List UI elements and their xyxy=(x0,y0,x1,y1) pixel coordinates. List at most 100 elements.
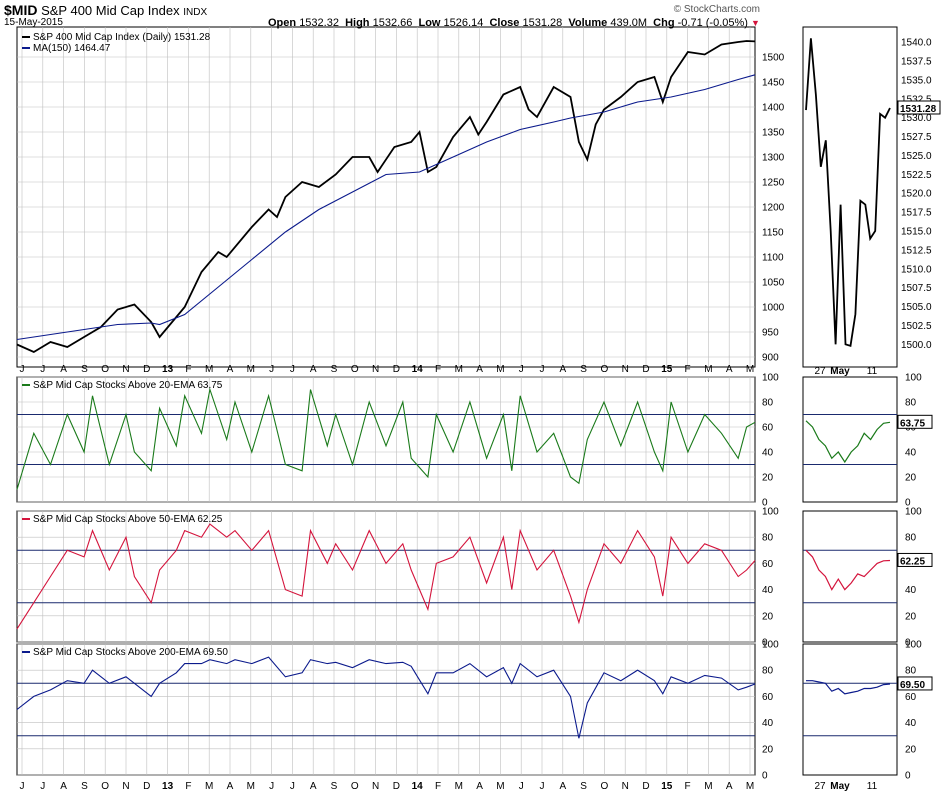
x-tick-label: J xyxy=(540,364,545,375)
x-tick-label: N xyxy=(122,364,129,375)
x-tick-label: J xyxy=(269,364,274,375)
zoom-y-tick-label: 1527.5 xyxy=(901,132,932,143)
x-tick-label: 15 xyxy=(661,364,673,375)
y-tick-label: 60 xyxy=(762,692,774,703)
zoom-series-line xyxy=(805,549,891,591)
zoom-y-tick-label: 0 xyxy=(905,771,911,782)
zoom-y-tick-label: 1500.0 xyxy=(901,340,932,351)
x-tick-label: O xyxy=(351,364,359,375)
x-tick-label-bottom: D xyxy=(642,781,649,792)
zoom-y-tick-label: 1505.0 xyxy=(901,302,932,313)
x-tick-label-bottom: M xyxy=(455,781,463,792)
y-tick-label: 900 xyxy=(762,353,779,364)
y-tick-label: 1300 xyxy=(762,153,785,164)
x-tick-label-bottom: A xyxy=(726,781,733,792)
zoom-y-tick-label: 1507.5 xyxy=(901,283,932,294)
x-tick-label: A xyxy=(310,364,317,375)
x-tick-label: O xyxy=(601,364,609,375)
x-tick-label-bottom: F xyxy=(685,781,691,792)
zoom-y-tick-label: 100 xyxy=(905,373,922,384)
x-tick-label: O xyxy=(101,364,109,375)
symbol: $MID xyxy=(4,2,38,18)
x-tick-label: M xyxy=(704,364,712,375)
zoom-y-tick-label: 1537.5 xyxy=(901,57,932,68)
zoom-y-tick-label: 80 xyxy=(905,398,917,409)
current-value-label: 69.50 xyxy=(900,680,925,691)
x-tick-label-bottom: F xyxy=(185,781,191,792)
x-tick-label: D xyxy=(642,364,649,375)
exchange: INDX xyxy=(183,7,208,18)
x-tick-label-bottom: M xyxy=(205,781,213,792)
y-tick-label: 1500 xyxy=(762,53,785,64)
zoom-y-tick-label: 1522.5 xyxy=(901,170,932,181)
panel-title: S&P Mid Cap Stocks Above 20-EMA 63.75 xyxy=(33,380,223,391)
panel-frame xyxy=(16,26,756,368)
close-value: 1531.28 xyxy=(522,17,563,29)
series-line-above-20-ema xyxy=(16,387,756,490)
x-tick-label: A xyxy=(476,364,483,375)
zoom-y-tick-label: 1512.5 xyxy=(901,245,932,256)
volume-label: Volume xyxy=(568,17,608,29)
current-value-box xyxy=(897,414,933,429)
zoom-y-tick-label: 20 xyxy=(905,611,917,622)
down-arrow-icon: ▼ xyxy=(751,18,760,28)
x-tick-label: A xyxy=(227,364,234,375)
current-value-box xyxy=(897,552,933,567)
zoom-x-tick-label: 27 xyxy=(814,366,826,377)
x-tick-label-bottom: N xyxy=(622,781,629,792)
y-tick-label: 1400 xyxy=(762,103,785,114)
index-name: S&P 400 Mid Cap Index xyxy=(41,3,180,18)
zoom-y-tick-label: 1502.5 xyxy=(901,321,932,332)
y-tick-label: 80 xyxy=(762,666,774,677)
x-tick-label: J xyxy=(519,364,524,375)
y-tick-label: 40 xyxy=(762,585,774,596)
chart-date: 15-May-2015 xyxy=(4,17,63,28)
chart-symbol-title: $MID S&P 400 Mid Cap Index INDX xyxy=(4,2,207,18)
x-tick-label: D xyxy=(393,364,400,375)
zoom-y-tick-label: 60 xyxy=(905,692,917,703)
panel-title: S&P Mid Cap Stocks Above 200-EMA 69.50 xyxy=(33,647,228,658)
x-tick-label: N xyxy=(372,364,379,375)
zoom-y-tick-label: 100 xyxy=(905,507,922,518)
x-tick-label: S xyxy=(580,364,587,375)
zoom-x-tick-label: May xyxy=(830,366,850,377)
x-tick-label-bottom: A xyxy=(310,781,317,792)
y-tick-label: 950 xyxy=(762,328,779,339)
x-tick-label: 14 xyxy=(412,364,424,375)
x-tick-label: A xyxy=(60,364,67,375)
zoom-x-tick-label-bottom: May xyxy=(830,781,850,792)
x-tick-label: 13 xyxy=(162,364,174,375)
x-tick-label-bottom: J xyxy=(269,781,274,792)
zoom-x-tick-label: 11 xyxy=(867,366,878,377)
x-tick-label-bottom: M xyxy=(746,781,754,792)
legend-ma: MA(150) 1464.47 xyxy=(33,43,111,54)
x-tick-label-bottom: N xyxy=(372,781,379,792)
x-tick-label-bottom: 14 xyxy=(412,781,424,792)
x-tick-label: D xyxy=(143,364,150,375)
zoom-y-tick-label: 100 xyxy=(905,640,922,651)
y-tick-label: 1100 xyxy=(762,253,784,264)
zoom-panel-frame xyxy=(802,643,898,776)
x-tick-label: A xyxy=(726,364,733,375)
zoom-y-tick-label: 1532.5 xyxy=(901,94,932,105)
zoom-y-tick-label: 1525.0 xyxy=(901,151,932,162)
x-tick-label: M xyxy=(746,364,754,375)
current-value-box xyxy=(897,676,933,691)
x-tick-label: N xyxy=(622,364,629,375)
zoom-y-tick-label: 80 xyxy=(905,533,917,544)
y-tick-label: 1000 xyxy=(762,303,785,314)
zoom-y-tick-label: 1535.0 xyxy=(901,75,932,86)
zoom-y-tick-label: 1540.0 xyxy=(901,38,932,49)
x-tick-label-bottom: J xyxy=(540,781,545,792)
y-tick-label: 40 xyxy=(762,718,774,729)
panel-frame xyxy=(16,510,756,643)
zoom-panel-frame xyxy=(802,510,898,643)
x-tick-label: M xyxy=(205,364,213,375)
x-tick-label-bottom: A xyxy=(559,781,566,792)
x-tick-label-bottom: D xyxy=(393,781,400,792)
zoom-y-tick-label: 40 xyxy=(905,718,917,729)
chg-value: -0.71 (-0.05%) xyxy=(677,17,748,29)
y-tick-label: 100 xyxy=(762,640,779,651)
y-tick-label: 60 xyxy=(762,423,774,434)
x-tick-label-bottom: S xyxy=(580,781,587,792)
